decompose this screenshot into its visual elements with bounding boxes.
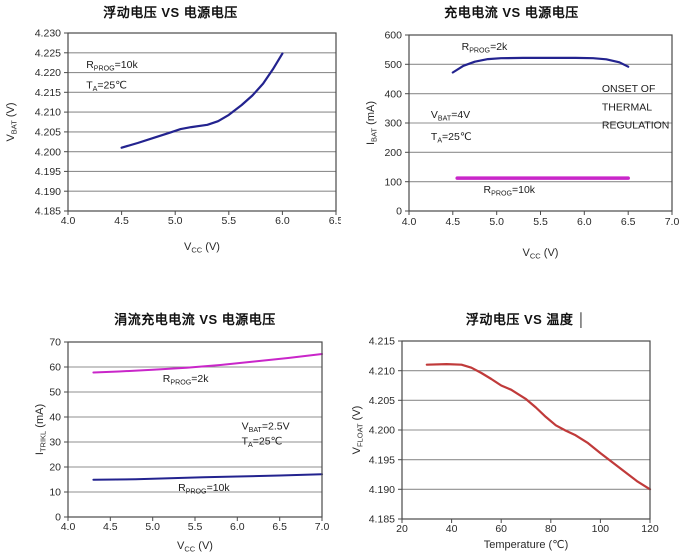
annotation: RPROG=10k — [484, 184, 536, 198]
x-tick-label: 4.5 — [114, 215, 129, 227]
series-line-rprog-10k — [92, 473, 323, 481]
x-axis-label: VCC (V) — [177, 540, 213, 554]
y-tick-label: 500 — [384, 59, 402, 71]
x-tick-label: 6.0 — [275, 215, 290, 227]
x-tick-label: 6.5 — [621, 216, 636, 228]
annotation: VBAT=4V — [431, 109, 470, 123]
x-tick-label: 4.0 — [402, 216, 417, 228]
x-tick-label: 4.0 — [61, 215, 76, 227]
chart-trickle-current-vs-supply-voltage: 4.0 4.5 5.0 5.5 6.0 6.5 7.0 0 10 20 30 40 50 60 70 VCC … — [0, 280, 341, 560]
annotation: TA=25℃ — [86, 79, 127, 93]
x-tick-label: 5.0 — [489, 216, 504, 228]
y-tick-label: 4.230 — [35, 28, 61, 40]
x-tick-label: 4.5 — [445, 216, 460, 228]
y-tick-label: 200 — [384, 147, 402, 159]
y-tick-label: 4.200 — [35, 146, 61, 158]
x-tick-label: 6.0 — [230, 521, 245, 533]
chart-title-trickle-current-vs-supply: 涓流充电电流 VS 电源电压 — [114, 312, 276, 327]
y-tick-label: 4.195 — [35, 166, 61, 178]
x-axis-label: Temperature (℃) — [484, 539, 569, 551]
y-axis-label: ITRIKL (mA) — [34, 404, 48, 455]
float-voltage-vs-temperature-plot: 20 40 60 80 100 120 4.185 4.190 4.195 4.200 4.205 4… — [351, 336, 659, 551]
x-tick-label: 4.0 — [61, 521, 76, 533]
y-tick-label: 4.190 — [369, 484, 395, 496]
annotation: TA=25℃ — [431, 131, 472, 145]
y-tick-label: 4.210 — [369, 365, 395, 377]
annotation: RPROG=2k — [163, 373, 209, 387]
annotation: VBAT=2.5V — [242, 421, 290, 435]
y-tick-label: 4.200 — [369, 425, 395, 437]
x-axis-label: VCC (V) — [184, 241, 220, 255]
y-tick-label: 40 — [49, 412, 61, 424]
y-tick-label: 100 — [384, 176, 402, 188]
x-tick-label: 60 — [495, 523, 507, 535]
charge-current-vs-supply-plot: 4.0 4.5 5.0 5.5 6.0 6.5 7.0 0 100 200 300 400 500 600… — [365, 30, 680, 261]
float-voltage-vs-supply-plot: 4.0 4.5 5.0 5.5 6.0 6.5 4.185 4.190 4.195 4.200 4.… — [5, 28, 341, 255]
y-tick-label: 20 — [49, 462, 61, 474]
x-tick-label: 40 — [446, 523, 458, 535]
x-tick-label: 5.5 — [221, 215, 236, 227]
x-tick-label: 80 — [545, 523, 557, 535]
chart-title-float-voltage-vs-temperature: 浮动电压 VS 温度 │ — [465, 312, 587, 327]
annotation: THERMAL — [602, 101, 652, 113]
y-tick-label: 4.195 — [369, 454, 395, 466]
chart-charge-current-vs-supply-voltage: 4.0 4.5 5.0 5.5 6.0 6.5 7.0 0 100 200 300 400 500 600… — [341, 0, 682, 280]
x-tick-label: 4.5 — [103, 521, 118, 533]
trickle-current-vs-supply-plot: 4.0 4.5 5.0 5.5 6.0 6.5 7.0 0 10 20 30 40 50 60 70 VCC … — [34, 337, 330, 554]
x-tick-label: 5.0 — [168, 215, 183, 227]
x-tick-label: 100 — [592, 523, 610, 535]
x-tick-label: 7.0 — [315, 521, 330, 533]
y-tick-label: 4.220 — [35, 67, 61, 79]
y-axis-label: VFLOAT (V) — [351, 406, 365, 455]
y-tick-label: 4.205 — [369, 395, 395, 407]
y-tick-label: 0 — [396, 206, 402, 218]
y-tick-label: 4.215 — [369, 336, 395, 348]
x-tick-label: 6.5 — [329, 215, 341, 227]
y-tick-label: 60 — [49, 362, 61, 374]
y-tick-label: 400 — [384, 88, 402, 100]
y-tick-label: 0 — [55, 512, 61, 524]
y-tick-label: 300 — [384, 118, 402, 130]
y-tick-label: 4.185 — [369, 514, 395, 526]
series-line-rprog-10k — [120, 52, 284, 149]
y-tick-label: 4.205 — [35, 127, 61, 139]
y-tick-label: 30 — [49, 437, 61, 449]
x-tick-label: 7.0 — [665, 216, 680, 228]
x-tick-label: 6.5 — [272, 521, 287, 533]
annotation: ONSET OF — [602, 83, 655, 95]
y-tick-label: 50 — [49, 387, 61, 399]
y-tick-label: 4.225 — [35, 47, 61, 59]
annotation: RPROG=10k — [178, 482, 230, 496]
y-axis-label: VBAT (V) — [5, 102, 19, 141]
x-tick-label: 5.0 — [145, 521, 160, 533]
x-axis-label: VCC (V) — [523, 247, 559, 261]
y-tick-label: 4.210 — [35, 107, 61, 119]
plot-frame — [67, 32, 337, 212]
annotation: TA=25℃ — [242, 436, 283, 450]
series-line-rprog-2k — [92, 353, 323, 374]
y-tick-label: 10 — [49, 487, 61, 499]
x-tick-label: 5.5 — [533, 216, 548, 228]
chart-float-voltage-vs-temperature: 20 40 60 80 100 120 4.185 4.190 4.195 4.200 4.205 4… — [341, 280, 682, 560]
y-tick-label: 600 — [384, 30, 402, 42]
y-tick-label: 70 — [49, 337, 61, 349]
y-tick-label: 4.190 — [35, 186, 61, 198]
annotation: RPROG=2k — [462, 41, 508, 55]
chart-title-charge-current-vs-supply: 充电电流 VS 电源电压 — [444, 5, 579, 20]
annotation: REGULATION — [602, 119, 669, 131]
x-tick-label: 5.5 — [188, 521, 203, 533]
y-tick-label: 4.185 — [35, 206, 61, 218]
chart-title-float-voltage-vs-supply: 浮动电压 VS 电源电压 — [103, 5, 238, 20]
y-axis-label: IBAT (mA) — [365, 101, 379, 145]
x-tick-label: 120 — [641, 523, 659, 535]
series-line-vfloat — [425, 362, 652, 491]
chart-float-voltage-vs-supply-voltage: 4.0 4.5 5.0 5.5 6.0 6.5 4.185 4.190 4.195 4.200 4.… — [0, 0, 341, 280]
annotation: RPROG=10k — [86, 59, 138, 73]
y-tick-label: 4.215 — [35, 87, 61, 99]
x-tick-label: 20 — [396, 523, 408, 535]
x-tick-label: 6.0 — [577, 216, 592, 228]
series-line-rprog-2k — [451, 56, 630, 74]
